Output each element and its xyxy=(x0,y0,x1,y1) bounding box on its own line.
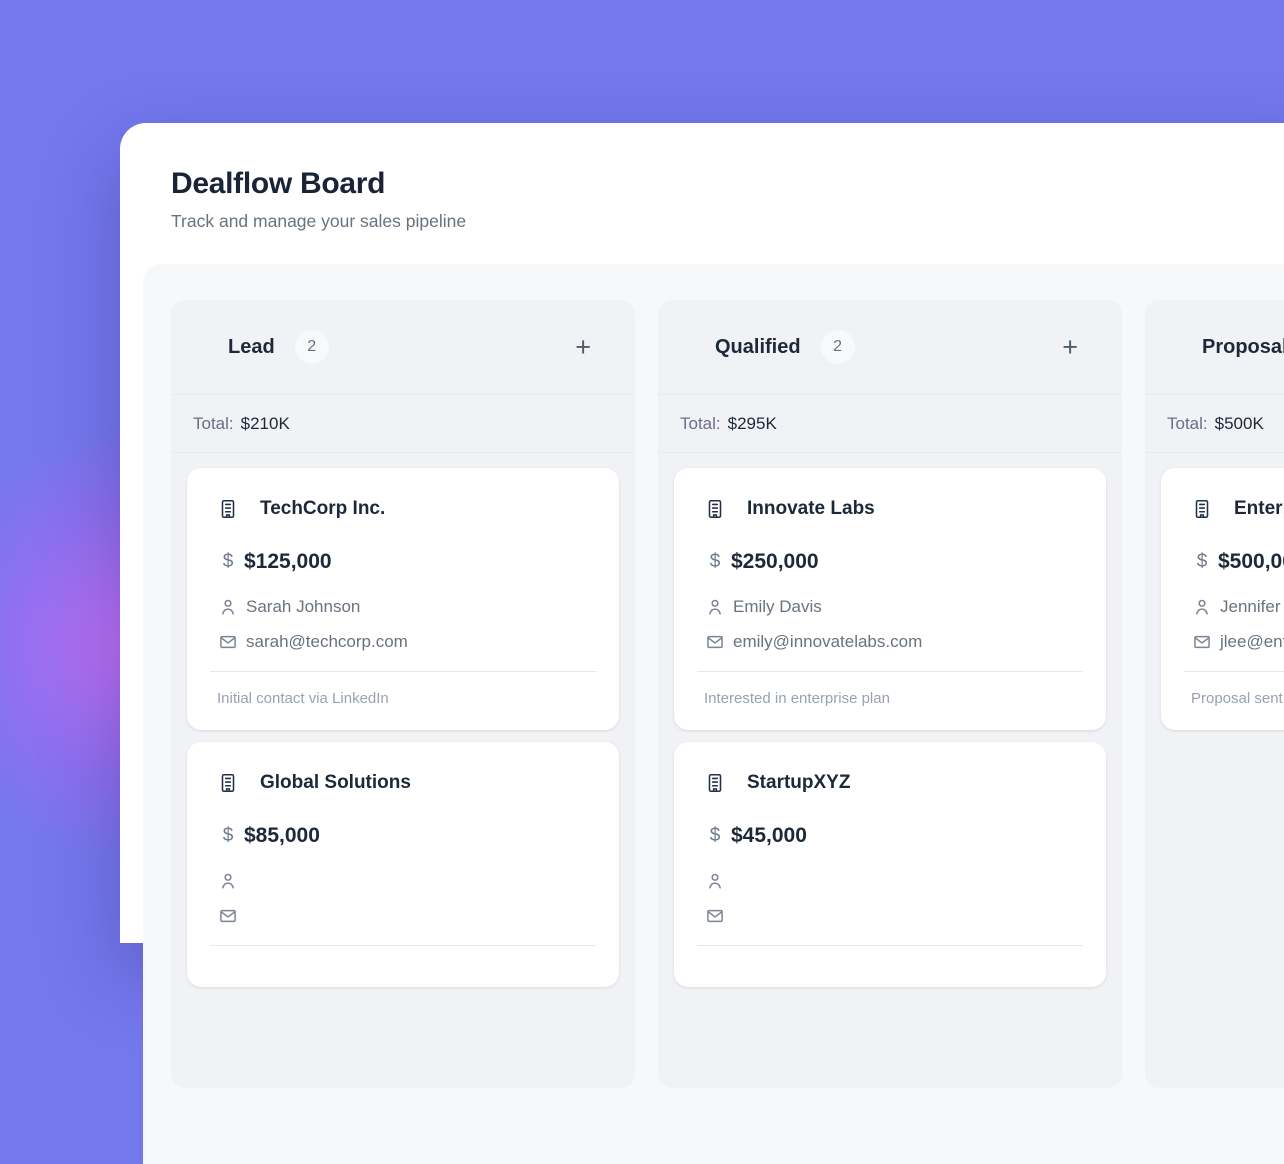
mail-icon xyxy=(704,905,726,927)
page-subtitle: Track and manage your sales pipeline xyxy=(171,210,467,231)
building-icon xyxy=(1191,498,1213,520)
building-icon xyxy=(704,772,726,794)
deal-card[interactable]: TechCorp Inc. $ $125,000 Sarah Johnson xyxy=(187,468,619,730)
card-divider xyxy=(210,945,596,946)
deal-note: Initial contact via LinkedIn xyxy=(217,690,389,707)
dollar-icon: $ xyxy=(222,551,234,572)
contact-name: Jennifer Lee xyxy=(1220,597,1284,616)
count-badge: 2 xyxy=(294,330,329,364)
columns-row: Lead 2 + Total: $210K TechCorp Inc. xyxy=(143,264,1284,1124)
deal-value: $125,000 xyxy=(244,550,332,573)
total-value: $210K xyxy=(240,413,290,433)
mail-icon xyxy=(1191,631,1213,653)
total-label: Total: xyxy=(193,413,234,433)
deal-card[interactable]: StartupXYZ $ $45,000 xyxy=(674,742,1106,987)
mail-icon xyxy=(704,631,726,653)
building-icon xyxy=(704,498,726,520)
column-total-row: Total: $295K xyxy=(658,394,1122,453)
card-divider xyxy=(697,945,1083,946)
kanban-column-qualified: Qualified 2 + Total: $295K Innovate Labs xyxy=(658,300,1122,1088)
user-icon xyxy=(704,870,726,892)
total-label: Total: xyxy=(680,413,721,433)
column-header: Proposal + xyxy=(1145,300,1284,394)
column-total-row: Total: $500K xyxy=(1145,394,1284,453)
stage-title: Lead xyxy=(228,335,275,358)
company-name: Enterprise Corp xyxy=(1234,498,1284,519)
deal-note: Proposal sent xyxy=(1191,690,1283,707)
card-divider xyxy=(210,671,596,672)
page-title: Dealflow Board xyxy=(171,167,386,200)
deal-value: $45,000 xyxy=(731,824,807,847)
cards-list: Enterprise Corp $ $500,000 Jennifer Lee xyxy=(1145,453,1284,746)
dollar-icon: $ xyxy=(1196,551,1208,572)
deal-value: $500,000 xyxy=(1218,550,1284,573)
contact-name: Emily Davis xyxy=(733,597,822,616)
company-name: StartupXYZ xyxy=(747,772,851,793)
cards-list: TechCorp Inc. $ $125,000 Sarah Johnson xyxy=(171,453,635,1003)
user-icon xyxy=(704,596,726,618)
deal-note: Interested in enterprise plan xyxy=(704,690,890,707)
contact-email: jlee@enterprisecorp.com xyxy=(1220,632,1284,651)
dollar-icon: $ xyxy=(709,825,721,846)
deal-card[interactable]: Innovate Labs $ $250,000 Emily Davis xyxy=(674,468,1106,730)
kanban-board: Lead 2 + Total: $210K TechCorp Inc. xyxy=(143,264,1284,1164)
mail-icon xyxy=(217,631,239,653)
deal-value: $85,000 xyxy=(244,824,320,847)
company-name: Global Solutions xyxy=(260,772,411,793)
count-badge: 2 xyxy=(820,330,855,364)
column-total-row: Total: $210K xyxy=(171,394,635,453)
deal-value: $250,000 xyxy=(731,550,819,573)
column-header: Lead 2 + xyxy=(171,300,635,394)
board-header: Dealflow Board Track and manage your sal… xyxy=(120,123,1284,232)
dollar-icon: $ xyxy=(709,551,721,572)
add-deal-button[interactable]: + xyxy=(1062,331,1078,362)
building-icon xyxy=(217,498,239,520)
user-icon xyxy=(217,870,239,892)
company-name: TechCorp Inc. xyxy=(260,498,386,519)
contact-email: sarah@techcorp.com xyxy=(246,632,408,651)
dollar-icon: $ xyxy=(222,825,234,846)
user-icon xyxy=(217,596,239,618)
deal-card[interactable]: Global Solutions $ $85,000 xyxy=(187,742,619,987)
card-divider xyxy=(697,671,1083,672)
mail-icon xyxy=(217,905,239,927)
kanban-column-proposal: Proposal + Total: $500K Enterprise Corp xyxy=(1145,300,1284,1088)
contact-email: emily@innovatelabs.com xyxy=(733,632,923,651)
total-label: Total: xyxy=(1167,413,1208,433)
total-value: $500K xyxy=(1214,413,1264,433)
deal-card[interactable]: Enterprise Corp $ $500,000 Jennifer Lee xyxy=(1161,468,1284,730)
company-name: Innovate Labs xyxy=(747,498,875,519)
cards-list: Innovate Labs $ $250,000 Emily Davis xyxy=(658,453,1122,1003)
contact-name: Sarah Johnson xyxy=(246,597,361,616)
add-deal-button[interactable]: + xyxy=(575,331,591,362)
user-icon xyxy=(1191,596,1213,618)
column-header: Qualified 2 + xyxy=(658,300,1122,394)
card-divider xyxy=(1184,671,1284,672)
stage-title: Qualified xyxy=(715,335,801,358)
total-value: $295K xyxy=(727,413,777,433)
building-icon xyxy=(217,772,239,794)
stage-title: Proposal xyxy=(1202,335,1284,358)
kanban-column-lead: Lead 2 + Total: $210K TechCorp Inc. xyxy=(171,300,635,1088)
